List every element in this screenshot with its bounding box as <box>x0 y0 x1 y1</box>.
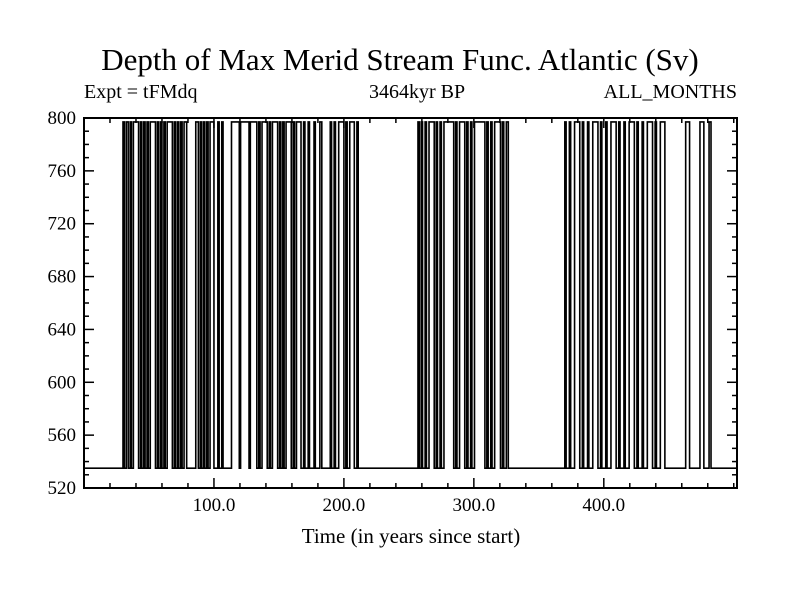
y-tick-label: 600 <box>48 372 77 393</box>
chart-title: Depth of Max Merid Stream Func. Atlantic… <box>101 42 699 77</box>
x-tick-label: 400.0 <box>582 495 625 516</box>
y-tick-label: 760 <box>48 161 77 182</box>
y-tick-label: 640 <box>48 319 77 340</box>
y-tick-label: 520 <box>48 478 77 499</box>
y-tick-label: 800 <box>48 108 77 129</box>
y-tick-label: 720 <box>48 214 77 235</box>
months-label: ALL_MONTHS <box>603 81 737 103</box>
x-tick-label: 100.0 <box>193 495 236 516</box>
depth-series-line <box>84 121 737 469</box>
x-tick-label: 300.0 <box>452 495 495 516</box>
experiment-label: Expt = tFMdq <box>84 81 198 103</box>
x-axis-title: Time (in years since start) <box>301 524 521 548</box>
y-tick-label: 680 <box>48 267 77 288</box>
x-tick-label: 200.0 <box>323 495 366 516</box>
y-tick-label: 560 <box>48 425 77 446</box>
date-label: 3464kyr BP <box>368 81 466 103</box>
